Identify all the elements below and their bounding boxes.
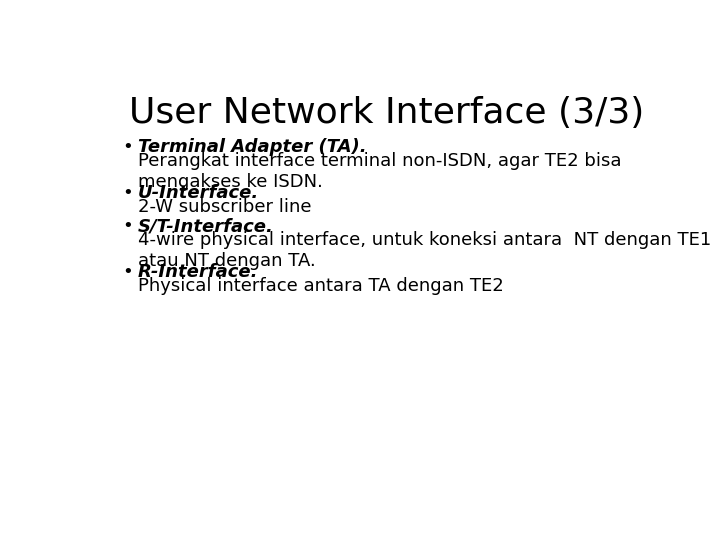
Text: R-Interface.: R-Interface.: [138, 264, 258, 281]
Text: •: •: [122, 217, 133, 235]
Text: Terminal Adapter (TA).: Terminal Adapter (TA).: [138, 138, 366, 156]
Text: •: •: [122, 138, 133, 156]
Text: 4-wire physical interface, untuk koneksi antara  NT dengan TE1
atau NT dengan TA: 4-wire physical interface, untuk koneksi…: [138, 231, 711, 270]
Text: U-Interface.: U-Interface.: [138, 184, 259, 202]
Text: S/T-Interface.: S/T-Interface.: [138, 217, 274, 235]
Text: 2-W subscriber line: 2-W subscriber line: [138, 198, 312, 216]
Text: User Network Interface (3/3): User Network Interface (3/3): [129, 96, 644, 130]
Text: •: •: [122, 264, 133, 281]
Text: •: •: [122, 184, 133, 202]
Text: Perangkat interface terminal non-ISDN, agar TE2 bisa
mengakses ke ISDN.: Perangkat interface terminal non-ISDN, a…: [138, 152, 621, 191]
Text: Physical interface antara TA dengan TE2: Physical interface antara TA dengan TE2: [138, 278, 504, 295]
